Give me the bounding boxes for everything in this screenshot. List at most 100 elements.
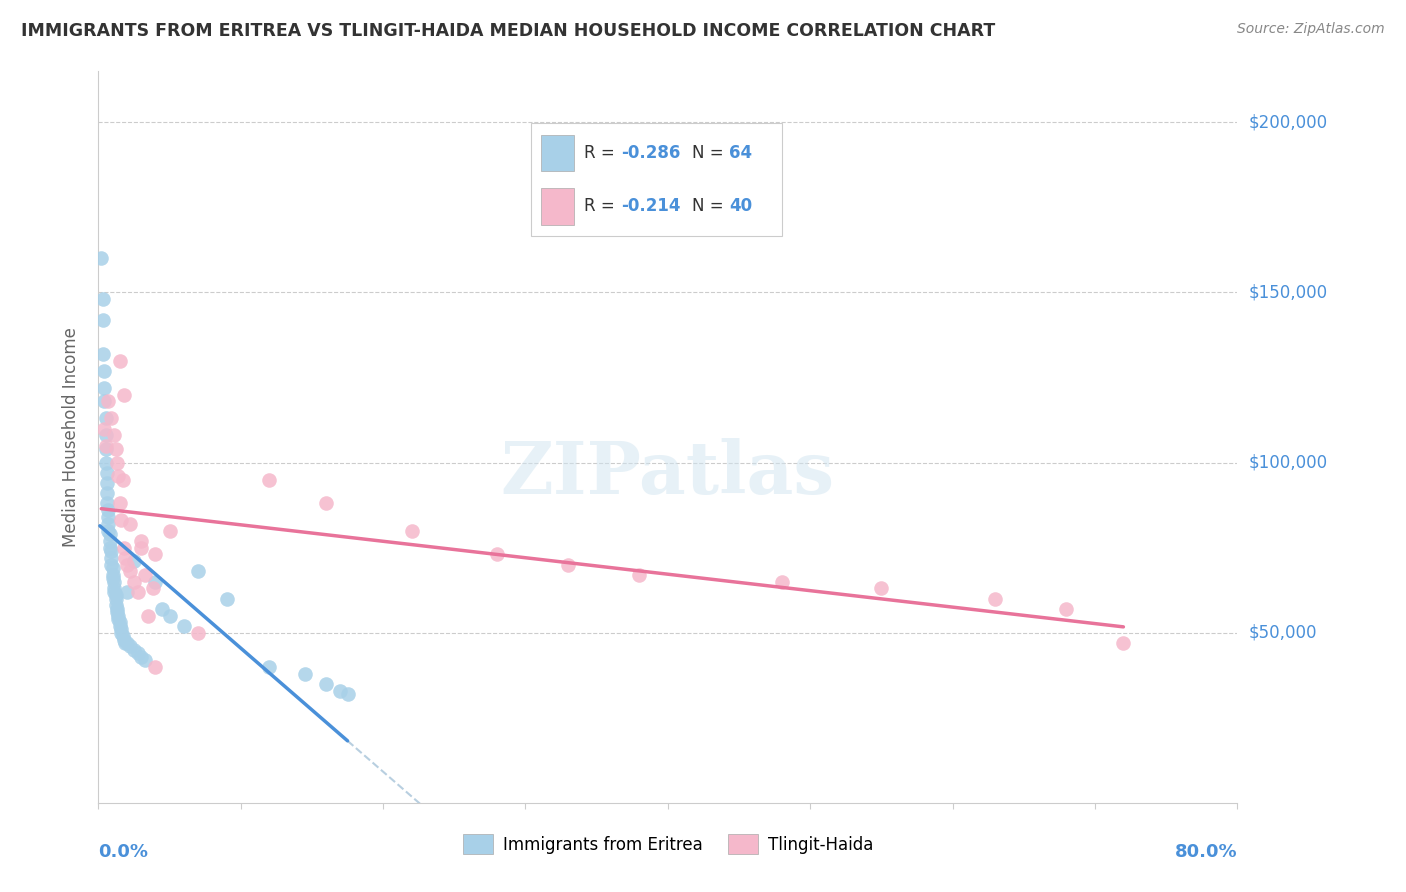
Point bbox=[122, 642, 145, 657]
Point bbox=[112, 387, 135, 401]
Point bbox=[1056, 602, 1078, 616]
Point bbox=[115, 558, 138, 572]
Point bbox=[97, 394, 120, 409]
Point bbox=[104, 442, 127, 456]
Point bbox=[104, 588, 127, 602]
Point bbox=[136, 608, 159, 623]
Point bbox=[97, 510, 120, 524]
Point bbox=[96, 466, 118, 480]
Point bbox=[315, 677, 337, 691]
Point bbox=[134, 653, 156, 667]
Text: Source: ZipAtlas.com: Source: ZipAtlas.com bbox=[1237, 22, 1385, 37]
Point bbox=[122, 574, 145, 589]
Point bbox=[101, 567, 124, 582]
Point bbox=[118, 565, 141, 579]
Point bbox=[97, 503, 120, 517]
Point bbox=[110, 513, 132, 527]
Point bbox=[103, 585, 125, 599]
Point bbox=[152, 602, 174, 616]
Point bbox=[112, 632, 135, 647]
Point bbox=[93, 421, 115, 435]
Point bbox=[259, 659, 281, 673]
Point bbox=[101, 571, 124, 585]
Point bbox=[628, 567, 651, 582]
Point bbox=[97, 516, 120, 531]
Point bbox=[110, 622, 132, 636]
Point bbox=[145, 574, 167, 589]
Point bbox=[103, 582, 125, 596]
Point bbox=[145, 548, 167, 562]
Point bbox=[112, 541, 135, 555]
Point bbox=[94, 442, 117, 456]
Point bbox=[100, 550, 122, 565]
Point bbox=[100, 544, 122, 558]
Point bbox=[98, 541, 121, 555]
Point bbox=[118, 516, 141, 531]
Point bbox=[401, 524, 423, 538]
Point bbox=[187, 625, 209, 640]
Point bbox=[187, 565, 209, 579]
Text: $200,000: $200,000 bbox=[1249, 113, 1327, 131]
Point bbox=[104, 591, 127, 606]
Point bbox=[94, 439, 117, 453]
Point bbox=[108, 619, 131, 633]
Point bbox=[294, 666, 316, 681]
Point bbox=[984, 591, 1007, 606]
Point bbox=[1112, 636, 1135, 650]
Point bbox=[173, 619, 195, 633]
Y-axis label: Median Household Income: Median Household Income bbox=[62, 327, 80, 547]
Point bbox=[103, 428, 125, 442]
Point bbox=[122, 554, 145, 568]
Point bbox=[129, 649, 152, 664]
Point bbox=[94, 456, 117, 470]
Point bbox=[103, 574, 125, 589]
Point bbox=[100, 558, 122, 572]
Point bbox=[107, 612, 129, 626]
Text: IMMIGRANTS FROM ERITREA VS TLINGIT-HAIDA MEDIAN HOUSEHOLD INCOME CORRELATION CHA: IMMIGRANTS FROM ERITREA VS TLINGIT-HAIDA… bbox=[21, 22, 995, 40]
Point bbox=[91, 312, 114, 326]
Point bbox=[108, 615, 131, 630]
Point bbox=[96, 486, 118, 500]
Point bbox=[98, 533, 121, 548]
Point bbox=[118, 640, 141, 654]
Text: 0.0%: 0.0% bbox=[98, 843, 149, 861]
Point bbox=[127, 646, 149, 660]
Point bbox=[96, 475, 118, 490]
Point bbox=[104, 599, 127, 613]
Point bbox=[770, 574, 793, 589]
Point bbox=[96, 496, 118, 510]
Point bbox=[90, 252, 112, 266]
Point bbox=[97, 524, 120, 538]
Point bbox=[91, 347, 114, 361]
Point bbox=[145, 659, 167, 673]
Point bbox=[111, 473, 134, 487]
Point bbox=[134, 567, 156, 582]
Point bbox=[141, 582, 163, 596]
Point bbox=[110, 625, 132, 640]
Point bbox=[91, 293, 114, 307]
Point bbox=[93, 381, 115, 395]
Point bbox=[93, 394, 115, 409]
Point bbox=[94, 411, 117, 425]
Point bbox=[486, 548, 509, 562]
Point bbox=[159, 608, 181, 623]
Point bbox=[557, 558, 579, 572]
Legend: Immigrants from Eritrea, Tlingit-Haida: Immigrants from Eritrea, Tlingit-Haida bbox=[456, 828, 880, 860]
Point bbox=[159, 524, 181, 538]
Text: 80.0%: 80.0% bbox=[1174, 843, 1237, 861]
Text: ZIPatlas: ZIPatlas bbox=[501, 438, 835, 509]
Point bbox=[101, 561, 124, 575]
Point bbox=[114, 550, 136, 565]
Point bbox=[107, 469, 129, 483]
Point bbox=[129, 533, 152, 548]
Point bbox=[111, 629, 134, 643]
Text: $100,000: $100,000 bbox=[1249, 454, 1327, 472]
Point bbox=[105, 602, 128, 616]
Point bbox=[108, 353, 131, 368]
Point bbox=[315, 496, 337, 510]
Point bbox=[93, 364, 115, 378]
Point bbox=[98, 527, 121, 541]
Point bbox=[115, 585, 138, 599]
Point bbox=[259, 473, 281, 487]
Point bbox=[870, 582, 893, 596]
